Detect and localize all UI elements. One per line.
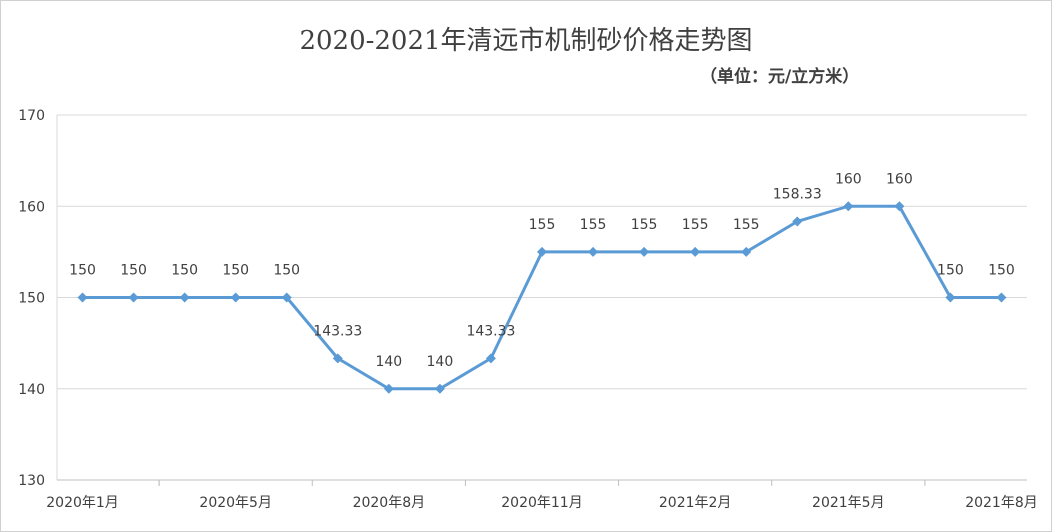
chart-title: 2020-2021年清远市机制砂价格走势图	[299, 26, 753, 56]
x-tick-label: 2020年1月	[46, 495, 119, 511]
x-tick-label: 2020年5月	[199, 495, 272, 511]
y-tick-label: 170	[18, 108, 45, 124]
data-point	[77, 292, 88, 303]
data-point	[128, 292, 139, 303]
data-label: 143.33	[466, 323, 515, 339]
data-label: 150	[937, 263, 964, 279]
data-point	[690, 246, 701, 257]
data-point	[383, 383, 394, 394]
y-tick-label: 150	[18, 291, 45, 307]
data-point	[741, 246, 752, 257]
data-label: 150	[222, 263, 249, 279]
x-tick-label: 2021年5月	[812, 495, 885, 511]
data-point	[230, 292, 241, 303]
data-point	[588, 246, 599, 257]
data-label: 150	[273, 263, 300, 279]
y-tick-label: 160	[18, 199, 45, 215]
data-point	[894, 201, 905, 212]
data-point	[485, 353, 496, 364]
data-point	[996, 292, 1007, 303]
x-tick-label: 2021年2月	[659, 495, 732, 511]
data-label: 155	[631, 217, 658, 233]
data-label: 150	[171, 263, 198, 279]
data-label: 150	[69, 263, 96, 279]
y-tick-label: 140	[18, 382, 45, 398]
data-point	[639, 246, 650, 257]
data-point	[843, 201, 854, 212]
data-label: 160	[886, 171, 913, 187]
chart-unit-label: （单位：元/立方米）	[700, 67, 860, 87]
data-point	[179, 292, 190, 303]
data-point	[281, 292, 292, 303]
data-label: 150	[988, 263, 1015, 279]
data-point	[945, 292, 956, 303]
x-tick-label: 2020年8月	[353, 495, 426, 511]
data-label: 150	[120, 263, 147, 279]
data-label: 155	[529, 217, 556, 233]
x-tick-label: 2021年8月	[965, 495, 1038, 511]
data-point	[434, 383, 445, 394]
data-point	[537, 246, 547, 257]
data-label: 143.33	[313, 323, 362, 339]
data-label: 158.33	[773, 186, 822, 202]
data-point	[332, 353, 343, 364]
y-tick-label: 130	[18, 473, 45, 489]
data-label: 155	[682, 217, 709, 233]
data-label: 160	[835, 171, 862, 187]
data-label: 155	[580, 217, 607, 233]
data-label: 155	[733, 217, 760, 233]
data-label: 140	[427, 354, 454, 370]
data-point	[792, 216, 803, 227]
x-tick-label: 2020年11月	[501, 495, 582, 511]
data-label: 140	[375, 354, 402, 370]
